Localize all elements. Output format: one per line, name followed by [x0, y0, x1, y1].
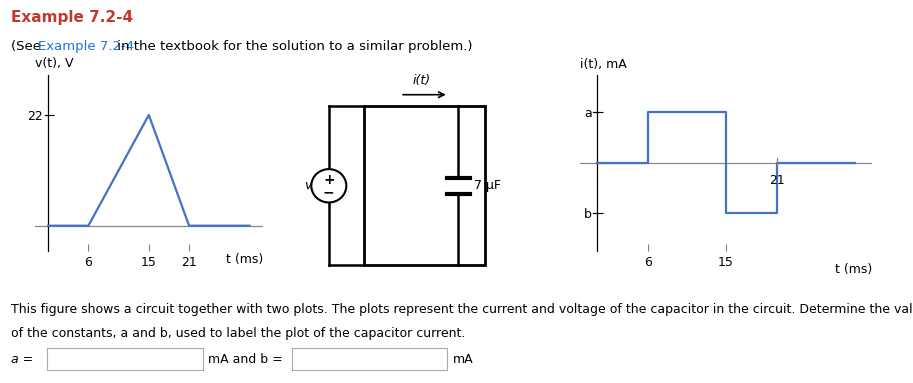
Text: Example 7.2-4: Example 7.2-4	[38, 40, 134, 53]
Text: i(t), mA: i(t), mA	[580, 58, 626, 71]
Text: +: +	[323, 173, 335, 187]
Text: mA: mA	[453, 353, 474, 366]
Text: v(t): v(t)	[304, 179, 326, 192]
Circle shape	[311, 169, 346, 203]
Text: Example 7.2-4: Example 7.2-4	[11, 10, 133, 25]
Text: a =: a =	[11, 353, 33, 366]
Text: mA and b =: mA and b =	[208, 353, 283, 366]
Text: v(t), V: v(t), V	[35, 57, 73, 70]
Text: in the textbook for the solution to a similar problem.): in the textbook for the solution to a si…	[113, 40, 473, 53]
Bar	[363, 106, 485, 265]
Text: 21: 21	[770, 174, 785, 187]
Text: t (ms): t (ms)	[834, 264, 872, 277]
Text: of the constants, a and b, used to label the plot of the capacitor current.: of the constants, a and b, used to label…	[11, 327, 466, 340]
Text: t (ms): t (ms)	[226, 254, 263, 267]
Text: (See: (See	[11, 40, 46, 53]
Text: 7 μF: 7 μF	[474, 179, 500, 192]
Text: −: −	[323, 185, 335, 199]
Text: This figure shows a circuit together with two plots. The plots represent the cur: This figure shows a circuit together wit…	[11, 303, 913, 316]
Text: i(t): i(t)	[413, 74, 431, 87]
